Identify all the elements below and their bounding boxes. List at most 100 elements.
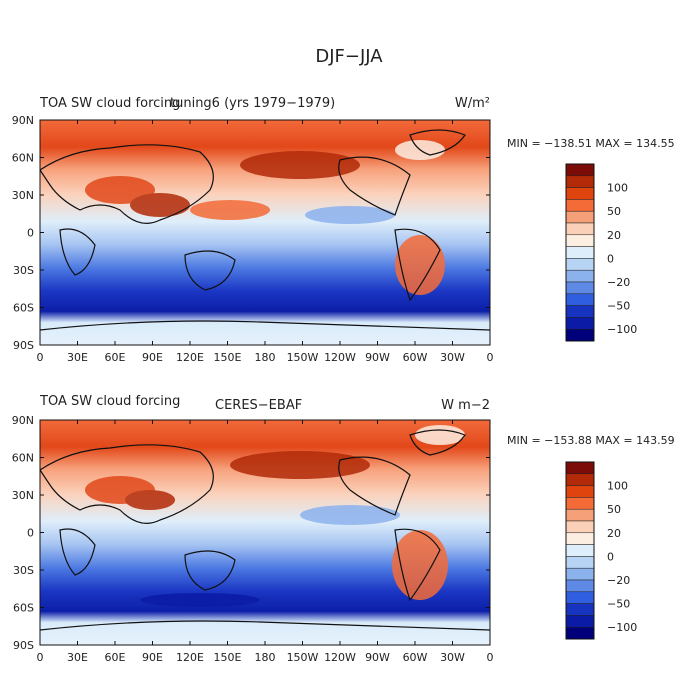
y-tick-label: 60N [12, 152, 34, 165]
colorbar-label: 50 [607, 205, 621, 218]
x-tick-label: 0 [487, 351, 494, 364]
y-tick-label: 60S [13, 302, 34, 315]
colorbar-swatch [565, 210, 595, 224]
x-tick-label: 150W [287, 651, 319, 664]
y-tick-label: 30N [12, 189, 34, 202]
y-tick-label: 90N [12, 114, 34, 127]
panel-2-features [85, 425, 465, 607]
x-tick-label: 30E [67, 651, 88, 664]
panel-1-stats: MIN = −138.51 MAX = 134.55 [507, 137, 675, 150]
colorbar-swatch [565, 603, 595, 616]
colorbar-swatch [565, 269, 595, 283]
colorbar-swatch [565, 544, 595, 557]
panel-2-x-axis: 0 30E 60E 90E 120E 150E 180 150W 120W 90W 60W 30W 0 [37, 420, 494, 664]
x-tick-label: 180 [255, 351, 276, 364]
y-tick-label: 0 [27, 227, 34, 240]
colorbar-swatch [565, 317, 595, 330]
colorbar-label: −50 [607, 598, 630, 611]
x-tick-label: 120W [324, 651, 356, 664]
x-tick-label: 120E [176, 651, 204, 664]
colorbar-2: 100 50 20 0 −20 −50 −100 [565, 461, 637, 640]
colorbar-swatch [565, 520, 595, 534]
panel-1-subtitle: tuning6 (yrs 1979−1979) [170, 96, 335, 111]
colorbar-label: 0 [607, 550, 614, 563]
x-tick-label: 0 [37, 651, 44, 664]
colorbar-swatch [565, 556, 595, 569]
panel-1-x-axis: 0 30E 60E 90E 120E 150E 180 150W 120W 90W 60W 30W 0 [37, 120, 494, 364]
colorbar-swatch [565, 579, 595, 593]
y-tick-label: 30S [13, 264, 34, 277]
y-tick-label: 60N [12, 452, 34, 465]
colorbar-swatch [565, 258, 595, 271]
x-tick-label: 60E [105, 351, 126, 364]
panel-2-title: TOA SW cloud forcing [39, 394, 180, 409]
colorbar-label: 20 [607, 527, 621, 540]
x-tick-label: 180 [255, 651, 276, 664]
x-tick-label: 90W [365, 651, 390, 664]
panel-1-title: TOA SW cloud forcing [39, 96, 180, 111]
panel-1-y-axis: 90N 60N 30N 0 30S 60S 90S [12, 114, 490, 352]
x-tick-label: 60E [105, 651, 126, 664]
x-tick-label: 120E [176, 351, 204, 364]
colorbar-label: 0 [607, 252, 614, 265]
y-tick-label: 30N [12, 489, 34, 502]
colorbar-label: −50 [607, 300, 630, 313]
panel-2: TOA SW cloud forcing CERES−EBAF W m−2 MI… [12, 394, 675, 664]
colorbar-swatch [565, 328, 595, 342]
y-tick-label: 90N [12, 414, 34, 427]
colorbar-frame [565, 163, 595, 342]
x-tick-label: 60W [403, 651, 428, 664]
panel-1: TOA SW cloud forcing tuning6 (yrs 1979−1… [12, 96, 675, 364]
panel-2-coastlines [40, 429, 490, 631]
colorbar-1: 100 50 20 0 −20 −50 −100 [565, 163, 637, 342]
panel-1-units: W/m² [455, 96, 490, 111]
colorbar-swatch [565, 567, 595, 581]
y-tick-label: 90S [13, 339, 34, 352]
colorbar-swatch [565, 281, 595, 295]
x-tick-label: 150W [287, 351, 319, 364]
y-tick-label: 90S [13, 639, 34, 652]
colorbar-label: −100 [607, 621, 637, 634]
panel-1-features [85, 140, 445, 295]
figure-title: DJF−JJA [315, 46, 383, 67]
panel-1-coastlines [40, 129, 490, 331]
x-tick-label: 90W [365, 351, 390, 364]
colorbar-swatch [565, 497, 595, 510]
colorbar-swatch [565, 591, 595, 604]
y-tick-label: 0 [27, 527, 34, 540]
x-tick-label: 30W [440, 651, 465, 664]
x-tick-label: 120W [324, 351, 356, 364]
colorbar-swatch [565, 187, 595, 200]
colorbar-frame [565, 461, 595, 640]
colorbar-swatch [565, 485, 595, 498]
colorbar-swatch [565, 473, 595, 486]
colorbar-label: 100 [607, 480, 628, 493]
x-tick-label: 30E [67, 351, 88, 364]
x-tick-label: 90E [142, 651, 163, 664]
colorbar-swatch [565, 222, 595, 236]
x-tick-label: 150E [214, 351, 242, 364]
colorbar-swatch [565, 532, 595, 545]
colorbar-label: 50 [607, 503, 621, 516]
panel-2-units: W m−2 [441, 398, 490, 413]
x-tick-label: 30W [440, 351, 465, 364]
colorbar-swatch [565, 626, 595, 640]
colorbar-swatch [565, 175, 595, 188]
panel-2-y-axis: 90N 60N 30N 0 30S 60S 90S [12, 414, 490, 652]
colorbar-swatch [565, 246, 595, 259]
colorbar-swatch [565, 234, 595, 247]
colorbar-swatch [565, 461, 595, 475]
colorbar-swatch [565, 293, 595, 306]
colorbar-swatch [565, 508, 595, 522]
panel-2-stats: MIN = −153.88 MAX = 143.59 [507, 434, 675, 447]
colorbar-swatch [565, 305, 595, 318]
colorbar-label: −100 [607, 323, 637, 336]
x-tick-label: 0 [37, 351, 44, 364]
colorbar-swatch [565, 199, 595, 212]
panel-2-subtitle: CERES−EBAF [215, 398, 302, 413]
x-tick-label: 60W [403, 351, 428, 364]
colorbar-label: −20 [607, 276, 630, 289]
x-tick-label: 90E [142, 351, 163, 364]
x-tick-label: 150E [214, 651, 242, 664]
